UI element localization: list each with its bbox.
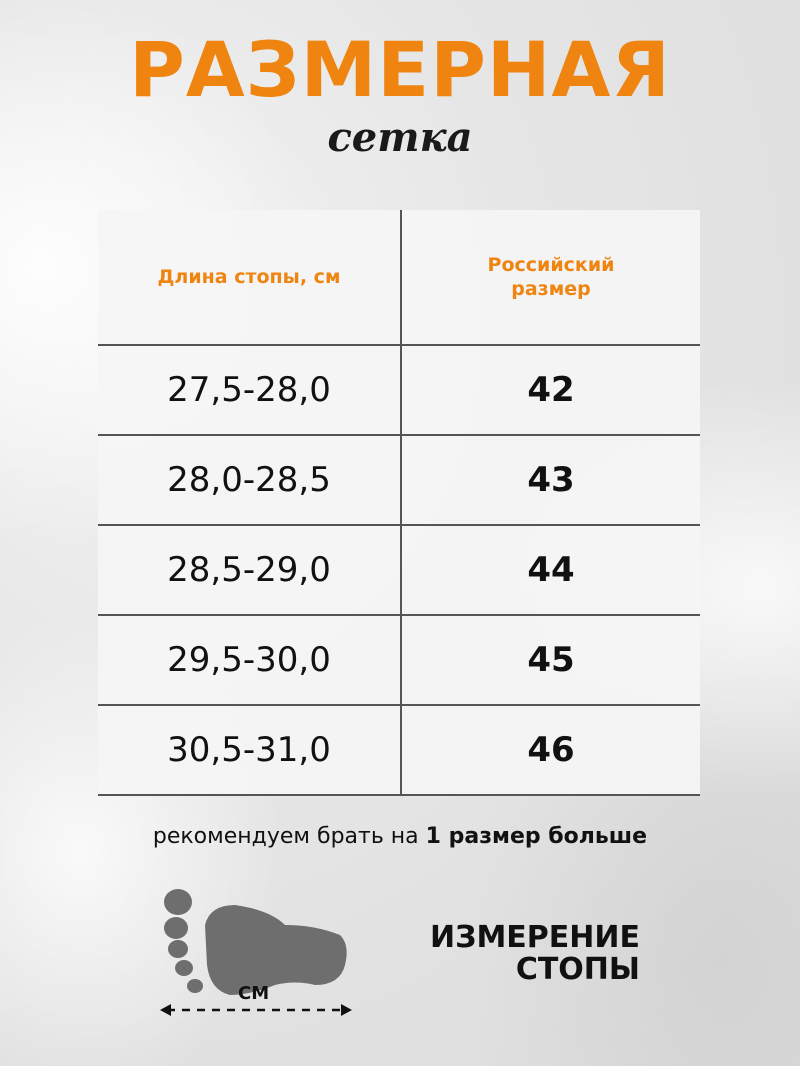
foot-length-cell: 28,0-28,5 (167, 460, 331, 500)
foot-length-cell: 28,5-29,0 (167, 550, 331, 590)
ru-size-cell: 44 (527, 550, 575, 590)
ru-size-cell: 45 (527, 640, 575, 680)
recommendation-bold: 1 размер больше (425, 824, 648, 849)
measure-line2: СТОПЫ (515, 952, 640, 987)
foot-length-cell: 29,5-30,0 (167, 640, 331, 680)
header-ru-size: Российский размер (487, 254, 615, 300)
page-title: РАЗМЕРНАЯ (129, 25, 671, 114)
recommendation-text: рекомендуем брать на 1 размер больше (0, 824, 800, 849)
header-foot-length: Длина стопы, см (157, 266, 341, 288)
table-bottom-border (98, 794, 700, 796)
measure-line1: ИЗМЕРЕНИЕ (430, 920, 640, 955)
table-row: 29,5-30,0 45 (98, 614, 700, 704)
table-row: 30,5-31,0 46 (98, 704, 700, 794)
table-row: 28,5-29,0 44 (98, 524, 700, 614)
column-divider (400, 210, 402, 794)
table-row: 28,0-28,5 43 (98, 434, 700, 524)
foot-length-cell: 30,5-31,0 (167, 730, 331, 770)
page-subtitle: сетка (327, 114, 473, 161)
foot-measure-icon (160, 889, 352, 1016)
ru-size-cell: 42 (527, 370, 575, 410)
size-table: Длина стопы, см Российский размер 27,5-2… (98, 210, 700, 796)
table-row: 27,5-28,0 42 (98, 344, 700, 434)
foot-length-cell: 27,5-28,0 (167, 370, 331, 410)
ru-size-cell: 46 (527, 730, 575, 770)
unit-label: СМ (238, 983, 270, 1004)
recommendation-prefix: рекомендуем брать на (152, 824, 426, 849)
measure-heading: ИЗМЕРЕНИЕ СТОПЫ (430, 922, 640, 986)
ru-size-cell: 43 (527, 460, 575, 500)
